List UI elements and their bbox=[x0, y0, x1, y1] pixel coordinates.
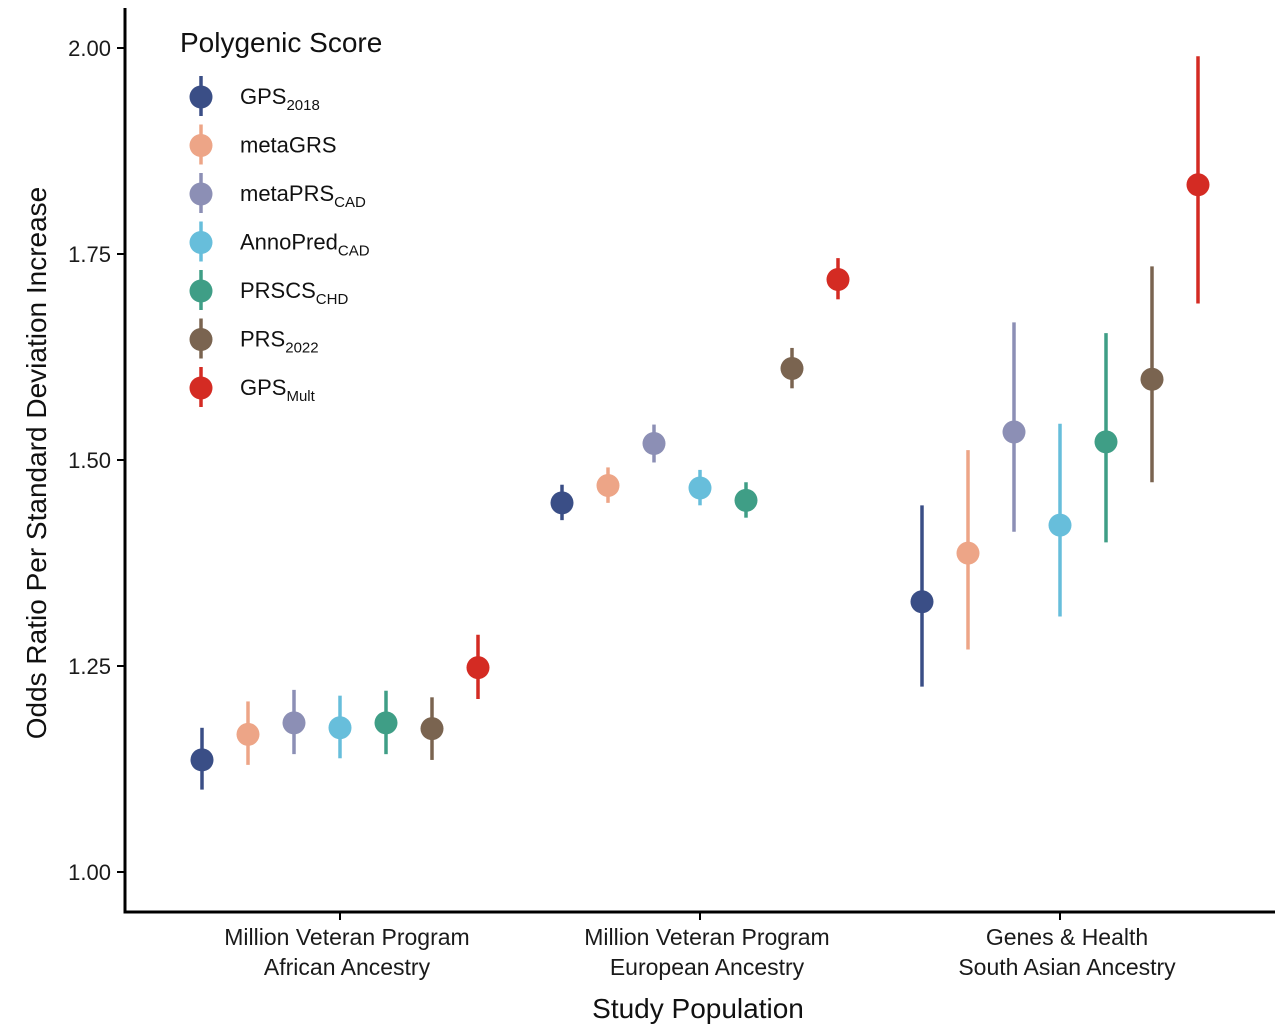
x-tick-label: Million Veteran Program European Ancestry bbox=[584, 924, 829, 980]
data-point bbox=[910, 590, 934, 614]
legend-item: AnnoPredCAD bbox=[189, 221, 370, 262]
legend-key-point bbox=[189, 182, 213, 206]
legend-item: GPS2018 bbox=[189, 76, 320, 116]
data-point bbox=[642, 432, 666, 456]
x-axis-title: Study Population bbox=[592, 993, 804, 1024]
legend-item: PRSCSCHD bbox=[189, 270, 348, 310]
data-point bbox=[374, 711, 398, 735]
data-point bbox=[780, 357, 804, 381]
y-tick-label: 2.00 bbox=[68, 36, 111, 61]
data-point bbox=[734, 488, 758, 512]
data-point bbox=[956, 541, 980, 565]
y-tick-label: 1.50 bbox=[68, 448, 111, 473]
data-point bbox=[466, 656, 490, 680]
legend-item: GPSMult bbox=[189, 367, 316, 407]
legend-key-point bbox=[189, 85, 213, 109]
y-tick-label: 1.00 bbox=[68, 860, 111, 885]
data-point bbox=[1048, 513, 1072, 537]
data-point bbox=[282, 711, 306, 735]
legend-item: PRS2022 bbox=[189, 318, 319, 359]
legend-label: metaPRSCAD bbox=[240, 181, 366, 211]
axes: 1.00 1.25 1.50 1.75 2.00 Million Veteran Prog… bbox=[68, 8, 1275, 980]
legend-item: metaGRS bbox=[189, 124, 337, 165]
data-point bbox=[236, 722, 260, 746]
data-point bbox=[1186, 173, 1210, 197]
legend: Polygenic Score GPS2018 metaGRS metaPRSCAD A… bbox=[180, 27, 382, 407]
data-point bbox=[328, 716, 352, 740]
data-point bbox=[688, 476, 712, 500]
data-point bbox=[1140, 367, 1164, 391]
legend-key-point bbox=[189, 376, 213, 400]
x-tick-label: Million Veteran Program African Ancestry bbox=[224, 924, 469, 980]
legend-title: Polygenic Score bbox=[180, 27, 382, 58]
data-marks bbox=[190, 56, 1210, 790]
y-axis-title: Odds Ratio Per Standard Deviation Increa… bbox=[21, 187, 52, 740]
data-point bbox=[1002, 420, 1026, 444]
data-point bbox=[190, 748, 214, 772]
legend-label: GPS2018 bbox=[240, 84, 320, 114]
legend-label: PRS2022 bbox=[240, 327, 319, 357]
data-point bbox=[596, 474, 620, 498]
data-point bbox=[1094, 430, 1118, 454]
legend-key-point bbox=[189, 328, 213, 351]
legend-label: metaGRS bbox=[240, 133, 337, 158]
legend-label: GPSMult bbox=[240, 375, 316, 405]
x-tick-label: Genes & Health South Asian Ancestry bbox=[958, 924, 1176, 980]
data-point bbox=[420, 717, 444, 741]
legend-key-point bbox=[189, 231, 213, 254]
legend-key-point bbox=[189, 134, 213, 157]
legend-label: AnnoPredCAD bbox=[240, 230, 370, 260]
data-point bbox=[550, 491, 574, 515]
legend-label: PRSCSCHD bbox=[240, 278, 348, 308]
y-tick-label: 1.25 bbox=[68, 654, 111, 679]
y-tick-label: 1.75 bbox=[68, 242, 111, 267]
legend-item: metaPRSCAD bbox=[189, 173, 366, 213]
legend-key-point bbox=[189, 279, 213, 303]
data-point bbox=[826, 268, 850, 292]
